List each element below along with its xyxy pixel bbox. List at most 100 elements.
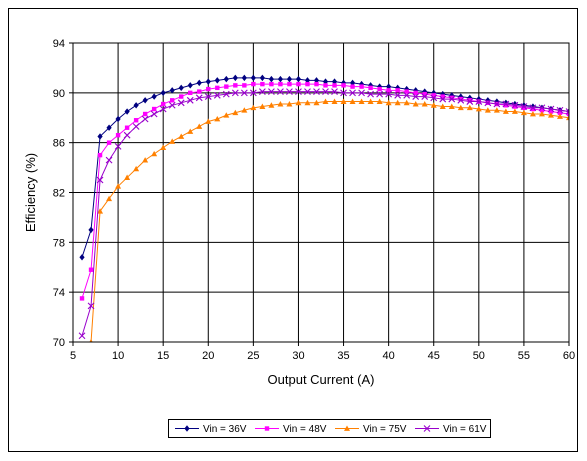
data-point [286,88,293,95]
data-point [448,95,456,103]
data-point [114,143,122,150]
data-point [214,77,220,84]
data-point [160,101,166,107]
data-point [548,109,554,114]
data-point [512,100,518,108]
data-point [449,95,454,101]
data-point [502,108,509,114]
data-point [79,296,85,301]
data-point [169,138,176,144]
data-point [341,83,346,88]
data-point [350,84,355,89]
data-point [377,83,383,90]
data-point [268,75,274,83]
data-point [133,165,140,172]
data-point [223,112,230,118]
data-point [547,112,554,118]
data-point [170,98,175,103]
x-tick-label: 15 [157,350,169,362]
x-tick-label: 20 [202,350,214,362]
data-point [421,101,428,107]
data-point [457,104,464,111]
data-point [159,105,167,113]
data-point [123,131,131,139]
data-point [168,101,176,109]
data-point [439,95,447,103]
data-point [521,105,527,110]
data-point [395,88,400,93]
data-point [440,90,446,98]
data-point [179,94,184,99]
data-point [314,81,319,87]
legend-marker [184,425,190,432]
data-point [286,101,293,107]
data-point [467,98,472,103]
x-axis-label: Output Current (A) [268,372,375,387]
data-point [304,88,311,95]
data-point [97,152,103,158]
data-point [178,84,184,92]
data-point [538,104,546,112]
efficiency-chart: 5 10 15 20 25 30 35 40 45 50 55 60 70 74 78 82 86 90 94 O… [23,38,575,387]
data-point [268,88,275,95]
legend-marker [344,425,350,431]
series-vin-75v [89,98,569,342]
data-point [286,75,293,83]
data-point [142,157,149,163]
data-point [215,85,220,91]
data-point [421,93,429,100]
data-point [404,89,409,94]
legend-entry: Vin = 75V [335,424,407,435]
data-point [124,174,131,180]
data-point [287,81,292,87]
y-tick-label: 70 [53,337,65,349]
data-point [367,98,374,104]
data-point [412,101,419,107]
data-point [530,103,536,110]
y-tick-label: 82 [53,188,65,200]
data-point [249,89,257,97]
data-point [385,90,393,98]
data-point [151,150,158,157]
legend-label: Vin = 48V [283,424,327,435]
data-point [178,133,185,139]
data-point [493,107,500,113]
data-point [503,103,509,108]
legend-marker [264,426,270,431]
y-tick-label: 94 [53,38,65,50]
data-point [214,115,221,122]
data-point [295,99,302,106]
data-point [269,81,274,87]
data-point [231,89,239,97]
data-point [566,114,569,121]
data-point [160,144,167,151]
data-point [358,80,365,88]
data-point [368,82,374,89]
data-point [305,81,310,87]
data-point [241,74,247,82]
data-point [440,94,445,99]
x-tick-label: 55 [518,350,530,362]
legend: Vin = 36V Vin = 48V Vin = 75V Vin = 61V [168,419,491,438]
data-point [422,91,427,97]
data-point [565,108,569,115]
data-point [232,74,238,82]
data-point [259,103,266,109]
data-point [115,183,122,189]
data-point [538,111,545,117]
data-point [133,118,139,123]
data-point [413,90,418,96]
data-point [430,94,438,102]
data-point [115,115,121,123]
data-point [177,99,185,107]
y-tick-label: 86 [53,138,65,150]
series-vin-61v [78,88,569,340]
data-point [106,140,112,145]
data-point [412,93,420,100]
data-point [349,89,356,97]
data-point [539,108,545,113]
data-point [512,104,518,109]
x-tick-label: 60 [563,350,575,362]
legend-label: Vin = 61V [443,424,487,435]
data-point [304,99,311,106]
